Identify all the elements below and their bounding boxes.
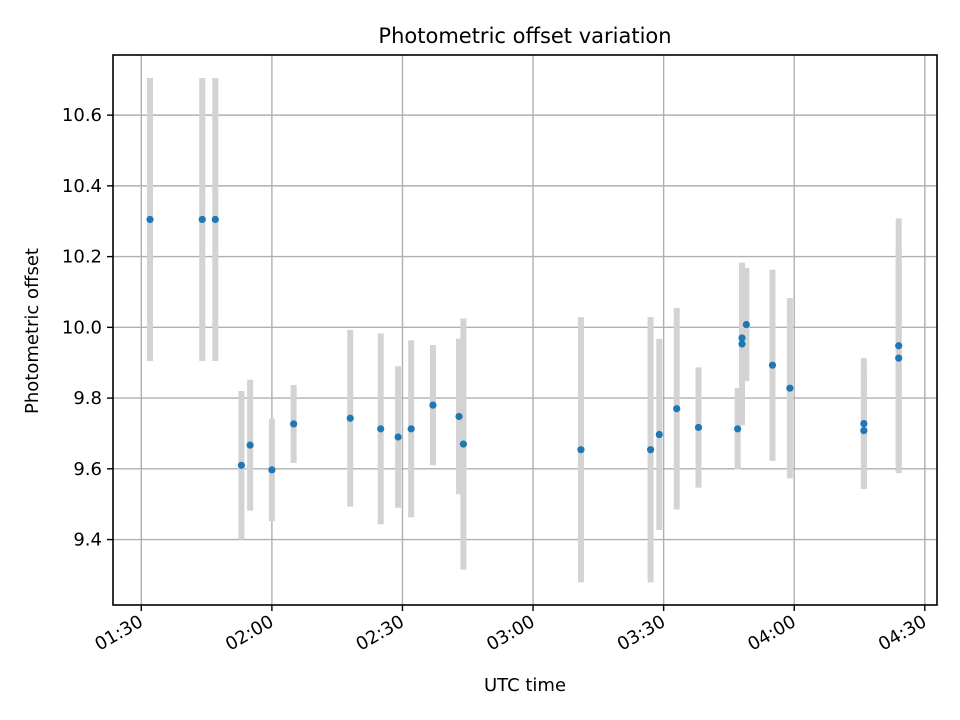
data-point (377, 425, 385, 433)
y-tick-label: 9.6 (73, 459, 102, 480)
y-tick-label: 10.0 (62, 317, 102, 338)
data-point (211, 215, 219, 224)
data-point (895, 354, 903, 362)
data-point (655, 430, 663, 439)
data-point (429, 401, 437, 409)
data-point (246, 441, 254, 449)
y-tick-label: 10.2 (62, 247, 102, 268)
data-point (577, 446, 585, 454)
chart-title: Photometric offset variation (378, 24, 671, 48)
data-point (673, 405, 681, 413)
data-point (198, 215, 206, 224)
data-point (290, 420, 298, 428)
data-point (742, 320, 750, 329)
y-axis-label: Photometric offset (22, 248, 43, 414)
x-axis-label: UTC time (484, 675, 566, 696)
data-point (237, 461, 246, 469)
y-tick-label: 10.6 (62, 105, 102, 126)
data-point (407, 425, 415, 433)
y-tick-label: 9.4 (73, 530, 102, 551)
data-point (455, 412, 463, 421)
data-point (146, 215, 154, 224)
data-point (768, 361, 777, 369)
y-tick-label: 10.4 (62, 176, 102, 197)
data-point (895, 342, 903, 350)
data-point (734, 425, 742, 433)
data-point (646, 446, 655, 454)
data-point (694, 423, 703, 432)
data-point (346, 414, 354, 422)
data-point (738, 334, 746, 342)
y-tick-label: 9.8 (73, 388, 102, 409)
data-point (268, 466, 276, 474)
data-point (786, 384, 794, 392)
data-point (738, 340, 746, 348)
data-point (860, 419, 868, 428)
data-point (860, 427, 868, 435)
axes-frame (112, 54, 938, 606)
data-point (394, 433, 402, 441)
data-point (459, 440, 468, 448)
